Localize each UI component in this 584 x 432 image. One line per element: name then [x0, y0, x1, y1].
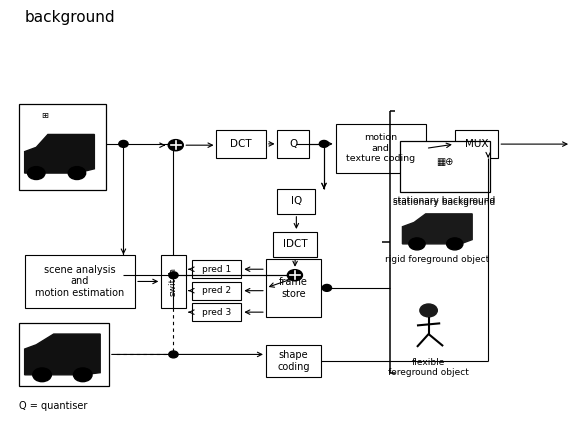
Text: pred 2: pred 2: [202, 286, 231, 295]
Text: stationary background: stationary background: [394, 197, 496, 206]
Circle shape: [290, 272, 300, 279]
Bar: [19, 323, 109, 385]
Bar: [399, 141, 489, 192]
Bar: [19, 105, 106, 190]
Text: pred 1: pred 1: [202, 265, 231, 274]
Text: frame
store: frame store: [279, 277, 308, 299]
Bar: [25, 254, 135, 308]
Text: scene analysis
and
motion estimation: scene analysis and motion estimation: [35, 265, 124, 298]
Text: rigid foreground object: rigid foreground object: [385, 254, 489, 264]
Circle shape: [169, 351, 178, 358]
Circle shape: [319, 140, 329, 147]
Circle shape: [27, 167, 45, 180]
Circle shape: [74, 368, 92, 382]
Bar: [22, 107, 103, 188]
Circle shape: [119, 140, 128, 147]
Text: DCT: DCT: [230, 139, 252, 149]
Text: motion
and
texture coding: motion and texture coding: [346, 133, 415, 163]
Text: Q: Q: [289, 139, 298, 149]
Text: stationary background: stationary background: [394, 196, 496, 205]
Circle shape: [322, 284, 332, 291]
Circle shape: [287, 270, 303, 281]
Bar: [217, 130, 266, 158]
Polygon shape: [402, 214, 472, 244]
Text: MUX: MUX: [465, 139, 488, 149]
Circle shape: [33, 368, 51, 382]
Polygon shape: [25, 334, 100, 375]
Text: ▦⊕: ▦⊕: [436, 157, 453, 167]
Text: ⊞: ⊞: [41, 111, 48, 120]
Bar: [192, 260, 241, 278]
Circle shape: [68, 167, 86, 180]
Text: IDCT: IDCT: [283, 239, 308, 249]
Circle shape: [169, 272, 178, 279]
Bar: [192, 303, 241, 321]
Circle shape: [420, 304, 437, 317]
Bar: [266, 259, 321, 317]
Bar: [266, 345, 321, 377]
Text: IQ: IQ: [291, 197, 302, 206]
Text: shape
coding: shape coding: [277, 350, 310, 372]
Bar: [273, 232, 317, 257]
Polygon shape: [25, 134, 95, 173]
Text: switch: switch: [169, 267, 178, 296]
Text: background: background: [25, 10, 115, 25]
Circle shape: [409, 238, 425, 250]
Bar: [192, 282, 241, 300]
Text: flexible
foreground object: flexible foreground object: [388, 358, 469, 377]
Bar: [401, 142, 488, 191]
Circle shape: [447, 238, 463, 250]
Circle shape: [168, 140, 183, 151]
Circle shape: [169, 142, 178, 149]
Text: pred 3: pred 3: [202, 308, 231, 317]
Bar: [161, 254, 186, 308]
Bar: [277, 189, 315, 214]
Bar: [336, 124, 426, 173]
Text: Q = quantiser: Q = quantiser: [19, 400, 87, 410]
Bar: [455, 130, 498, 158]
Bar: [277, 130, 310, 158]
